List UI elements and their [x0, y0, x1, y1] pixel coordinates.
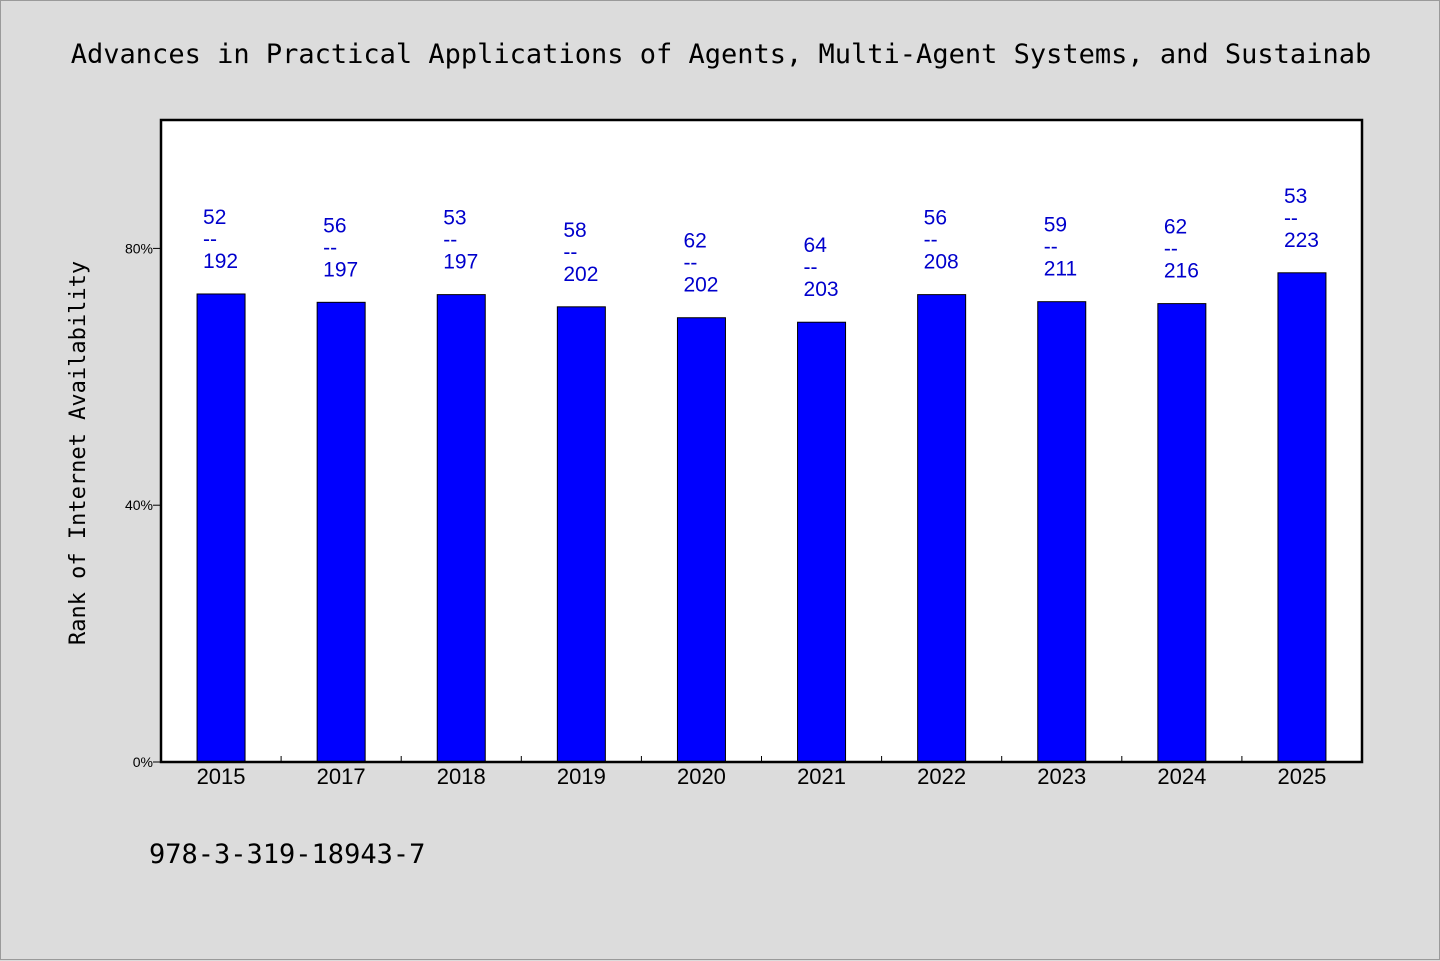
bar-label-2020: 62 --202 — [683, 230, 718, 297]
bar-label-line: -- — [924, 229, 938, 252]
bar-label-line: 216 — [1164, 260, 1199, 283]
bar-2023 — [1037, 301, 1087, 763]
x-axis: 2015 2017 2018 2019 2020 2021 2022 2023 2024 2025 — [197, 756, 1326, 789]
bar-label-line: -- — [443, 229, 457, 252]
bar-label-2025: 53 --223 — [1284, 185, 1319, 252]
bar-label-line: 211 — [1044, 258, 1077, 281]
bar-label-line: 202 — [683, 274, 718, 297]
bar-2022 — [917, 294, 967, 763]
x-tick-label-2025: 2025 — [1277, 764, 1326, 789]
isbn-text: 978-3-319-18943-7 — [149, 839, 425, 870]
bar-2021 — [797, 321, 847, 763]
bar-label-2017: 56 --197 — [323, 214, 358, 281]
x-tick-label-2018: 2018 — [437, 764, 486, 789]
bar-label-line: 58 — [563, 219, 586, 242]
y-axis: 0% 40% 80% — [125, 240, 161, 770]
bar-label-line: 197 — [323, 258, 358, 281]
y-tick-label: 0% — [133, 754, 153, 770]
bar-label-line: -- — [804, 256, 818, 279]
bar-label-2018: 53 --197 — [443, 207, 478, 274]
bar-label-line: 192 — [203, 250, 238, 273]
bar-label-line: 223 — [1284, 229, 1319, 252]
bar-label-line: 62 — [1164, 216, 1187, 239]
bar-label-2019: 58 --202 — [563, 219, 598, 286]
bar-label-line: -- — [1164, 238, 1178, 261]
bar-label-line: 59 — [1044, 214, 1067, 237]
bar-2024 — [1157, 303, 1207, 763]
y-axis-label: Rank of Internet Availability — [66, 261, 91, 645]
bar-label-2022: 56 --208 — [924, 207, 959, 274]
bar-label-line: 64 — [804, 234, 828, 257]
bar-2017 — [316, 301, 366, 763]
bar-label-line: 208 — [924, 251, 959, 274]
bar-label-line: -- — [683, 252, 697, 275]
x-tick-label-2024: 2024 — [1157, 764, 1206, 789]
bar-label-line: 56 — [924, 207, 947, 230]
x-tick-label-2023: 2023 — [1037, 764, 1086, 789]
bar-2025 — [1277, 272, 1327, 763]
bar-label-line: 52 — [203, 206, 226, 229]
bar-label-line: -- — [1044, 236, 1058, 259]
bar-2018 — [436, 294, 486, 763]
x-tick-label-2019: 2019 — [557, 764, 606, 789]
x-tick-label-2020: 2020 — [677, 764, 726, 789]
bar-2020 — [676, 317, 726, 763]
bar-label-line: -- — [1284, 207, 1298, 230]
bar-label-line: 197 — [443, 251, 478, 274]
bars-group — [196, 272, 1327, 763]
y-tick-label: 40% — [125, 497, 153, 513]
bar-label-line: 62 — [683, 230, 706, 253]
bar-2019 — [556, 306, 606, 763]
x-tick-label-2022: 2022 — [917, 764, 966, 789]
bar-label-2021: 64 --203 — [804, 234, 839, 301]
x-tick-label-2021: 2021 — [797, 764, 846, 789]
bar-label-line: -- — [563, 241, 577, 264]
bar-label-line: 56 — [323, 214, 346, 237]
bar-label-2015: 52 --192 — [203, 206, 238, 273]
bar-label-2024: 62 --216 — [1164, 216, 1199, 283]
bar-label-line: 53 — [443, 207, 466, 230]
x-tick-label-2015: 2015 — [197, 764, 246, 789]
y-tick-label: 80% — [125, 240, 153, 256]
bar-label-line: -- — [203, 228, 217, 251]
bar-label-2023: 59 --211 — [1044, 214, 1077, 281]
x-tick-label-2017: 2017 — [317, 764, 366, 789]
chart-title: Advances in Practical Applications of Ag… — [71, 39, 1371, 70]
bar-2015 — [196, 293, 246, 763]
bar-label-line: -- — [323, 236, 337, 259]
bar-label-line: 203 — [804, 278, 839, 301]
bar-label-line: 202 — [563, 263, 598, 286]
bar-label-line: 53 — [1284, 185, 1307, 208]
